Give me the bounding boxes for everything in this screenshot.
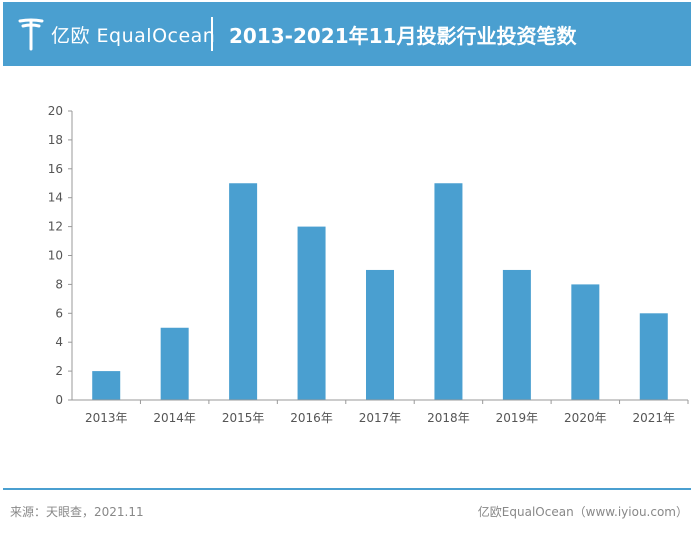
footer-divider bbox=[3, 488, 691, 490]
logo-text: 亿欧 EqualOcean bbox=[51, 24, 216, 47]
x-tick-label: 2013年 bbox=[85, 411, 128, 425]
x-tick-label: 2019年 bbox=[496, 411, 539, 425]
x-tick-label: 2014年 bbox=[153, 411, 196, 425]
header-banner: 亿欧 EqualOcean 2013-2021年11月投影行业投资笔数 bbox=[3, 2, 691, 66]
y-axis-ticks: 0 2 4 6 8 10 12 14 16 18 20 bbox=[48, 104, 72, 407]
y-tick-label: 16 bbox=[48, 162, 63, 176]
x-tick-label: 2016年 bbox=[290, 411, 333, 425]
y-tick-label: 6 bbox=[55, 306, 63, 320]
bar bbox=[229, 183, 258, 400]
chart-title: 2013-2021年11月投影行业投资笔数 bbox=[229, 24, 577, 48]
logo: 亿欧 EqualOcean bbox=[17, 14, 215, 54]
y-tick-label: 10 bbox=[48, 249, 63, 263]
bar bbox=[297, 226, 326, 400]
bar bbox=[639, 313, 668, 400]
y-tick-label: 18 bbox=[48, 133, 63, 147]
bar bbox=[92, 371, 121, 400]
y-tick-label: 4 bbox=[55, 335, 63, 349]
bar bbox=[571, 284, 600, 400]
y-tick-label: 2 bbox=[55, 364, 63, 378]
y-tick-label: 8 bbox=[55, 277, 63, 291]
bar bbox=[434, 183, 463, 400]
x-tick-label: 2017年 bbox=[359, 411, 402, 425]
y-tick-label: 0 bbox=[55, 393, 63, 407]
x-tick-label: 2020年 bbox=[564, 411, 607, 425]
header-divider bbox=[211, 17, 213, 51]
x-tick-label: 2015年 bbox=[222, 411, 265, 425]
credit-note: 亿欧EqualOcean（www.iyiou.com） bbox=[477, 505, 688, 519]
logo-icon bbox=[18, 18, 44, 51]
bars bbox=[92, 183, 668, 400]
x-tick-label: 2018年 bbox=[427, 411, 470, 425]
bar bbox=[366, 269, 394, 400]
y-tick-label: 12 bbox=[48, 220, 63, 234]
bar bbox=[502, 269, 531, 400]
bar bbox=[160, 327, 189, 400]
y-tick-label: 14 bbox=[48, 191, 63, 205]
y-tick-label: 20 bbox=[48, 104, 63, 118]
source-note: 来源：天眼查，2021.11 bbox=[10, 505, 144, 519]
x-tick-label: 2021年 bbox=[633, 411, 676, 425]
x-axis-labels: 2013年 2014年 2015年 2016年 2017年 2018年 2019年 2020年… bbox=[85, 400, 689, 425]
